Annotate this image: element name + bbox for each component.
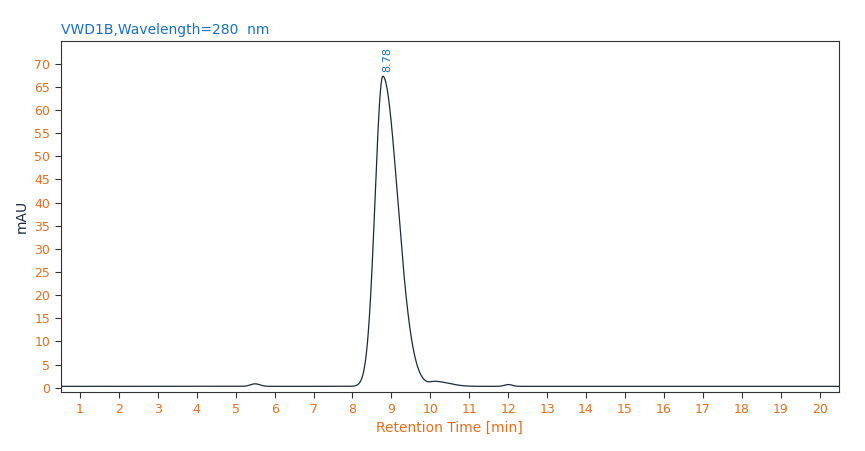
Y-axis label: mAU: mAU [15,200,29,233]
Text: VWD1B,Wavelength=280  nm: VWD1B,Wavelength=280 nm [61,23,269,37]
Text: 8.78: 8.78 [382,46,393,72]
X-axis label: Retention Time [min]: Retention Time [min] [376,421,523,435]
